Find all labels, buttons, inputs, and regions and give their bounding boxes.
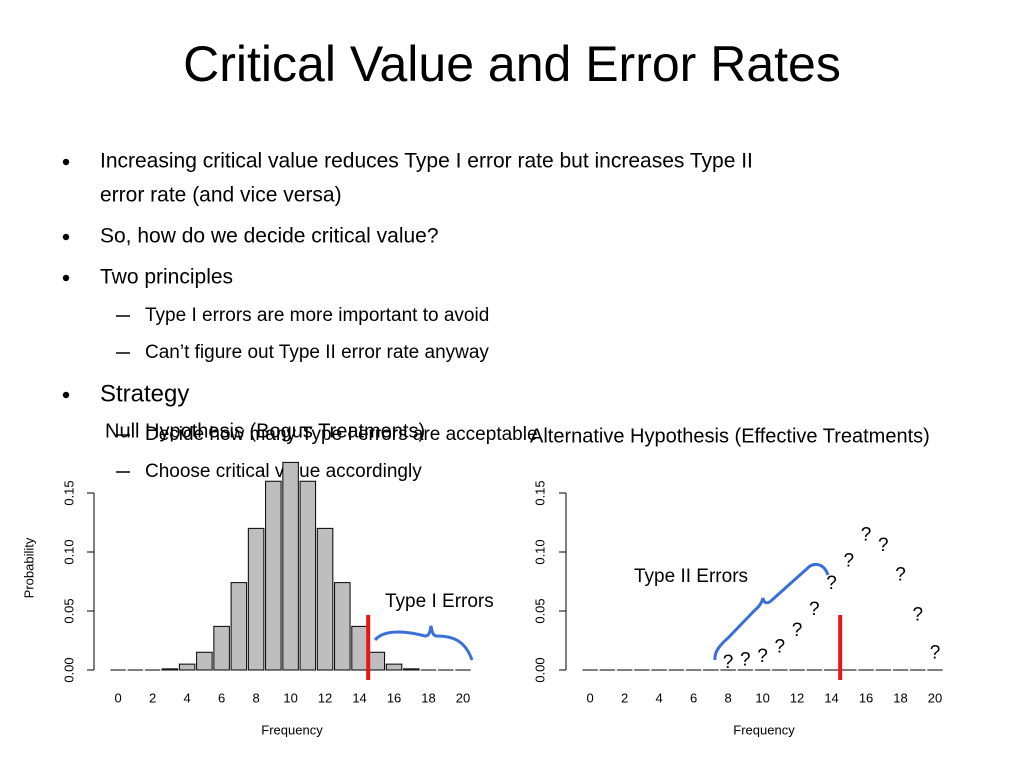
x-tick-label: 2 — [149, 690, 156, 705]
x-tick-label: 4 — [656, 690, 663, 705]
bar — [161, 668, 179, 671]
x-tick-label: 0 — [115, 690, 122, 705]
x-tick-label: 12 — [318, 690, 332, 705]
bullet-dot — [62, 391, 70, 399]
brace — [373, 625, 474, 661]
x-tick-label: 2 — [621, 690, 628, 705]
x-tick-label: 12 — [790, 690, 804, 705]
x-tick-label: 10 — [283, 690, 297, 705]
question-mark: ? — [775, 637, 786, 658]
bar — [230, 582, 248, 671]
y-tick-label: 0.10 — [61, 539, 76, 564]
y-tick-label: 0.00 — [532, 657, 547, 682]
bar — [351, 625, 368, 671]
bar — [247, 527, 265, 671]
x-tick-label: 4 — [184, 690, 191, 705]
x-tick-label: 6 — [690, 690, 697, 705]
question-mark: ? — [895, 565, 906, 586]
brace — [713, 562, 830, 661]
question-mark: ? — [912, 605, 923, 626]
bar — [299, 480, 317, 671]
y-tick-label: 0.15 — [532, 480, 547, 505]
bar — [213, 625, 230, 671]
x-tick-label: 8 — [252, 690, 259, 705]
chart-title: Alternative Hypothesis (Effective Treatm… — [530, 425, 930, 447]
question-mark: ? — [861, 524, 872, 545]
bullet-dot — [62, 233, 70, 241]
question-mark: ? — [826, 573, 837, 594]
bar — [178, 663, 196, 671]
bullet-text: error rate (and vice versa) — [100, 184, 342, 207]
bullet-text: Two principles — [100, 266, 233, 289]
y-tick-label: 0.15 — [61, 480, 76, 505]
bullet-dot — [62, 274, 70, 282]
bullet-dot — [62, 158, 70, 166]
bar — [316, 527, 334, 671]
bar — [282, 461, 299, 671]
y-tick-label: 0.05 — [532, 598, 547, 623]
bar — [196, 651, 213, 671]
bullet-text: Increasing critical value reduces Type I… — [100, 150, 753, 173]
x-tick-label: 14 — [824, 690, 838, 705]
bar — [368, 651, 386, 671]
annotation: Type II Errors — [634, 566, 748, 587]
x-tick-label: 10 — [755, 690, 769, 705]
x-axis-label: Frequency — [261, 722, 323, 737]
question-mark: ? — [792, 620, 803, 641]
bar — [385, 663, 403, 671]
x-tick-label: 6 — [218, 690, 225, 705]
y-tick-label: 0.05 — [61, 598, 76, 623]
bar — [334, 582, 351, 671]
question-mark: ? — [844, 550, 855, 571]
bar — [265, 480, 282, 671]
x-tick-label: 18 — [421, 690, 435, 705]
question-mark: ? — [878, 535, 889, 556]
bullet-text: So, how do we decide critical value? — [100, 225, 439, 248]
x-tick-label: 14 — [352, 690, 366, 705]
sub-bullet-text: Type I errors are more important to avoi… — [145, 305, 489, 326]
bar — [403, 668, 420, 671]
sub-bullet-text: Can’t figure out Type II error rate anyw… — [145, 342, 489, 363]
x-tick-label: 18 — [893, 690, 907, 705]
x-tick-label: 16 — [859, 690, 873, 705]
question-mark: ? — [757, 646, 768, 667]
slide-title: Critical Value and Error Rates — [183, 36, 841, 92]
x-tick-label: 16 — [387, 690, 401, 705]
annotation: Type I Errors — [385, 591, 494, 612]
chart-title: Null Hypothesis (Bogus Treatments) — [105, 420, 425, 442]
x-axis-label: Frequency — [733, 722, 795, 737]
bullet-text: Strategy — [100, 380, 189, 407]
x-tick-label: 8 — [724, 690, 731, 705]
y-tick-label: 0.10 — [532, 539, 547, 564]
y-tick-label: 0.00 — [61, 657, 76, 682]
question-mark: ? — [740, 650, 751, 671]
question-mark: ? — [930, 642, 941, 663]
question-mark: ? — [809, 599, 820, 620]
x-tick-label: 20 — [456, 690, 470, 705]
x-tick-label: 0 — [587, 690, 594, 705]
question-mark: ? — [723, 652, 734, 673]
sub-bullet-text: Decide how many Type I errors are accept… — [145, 424, 538, 445]
y-axis-label: Probability — [21, 537, 36, 598]
x-tick-label: 20 — [928, 690, 942, 705]
